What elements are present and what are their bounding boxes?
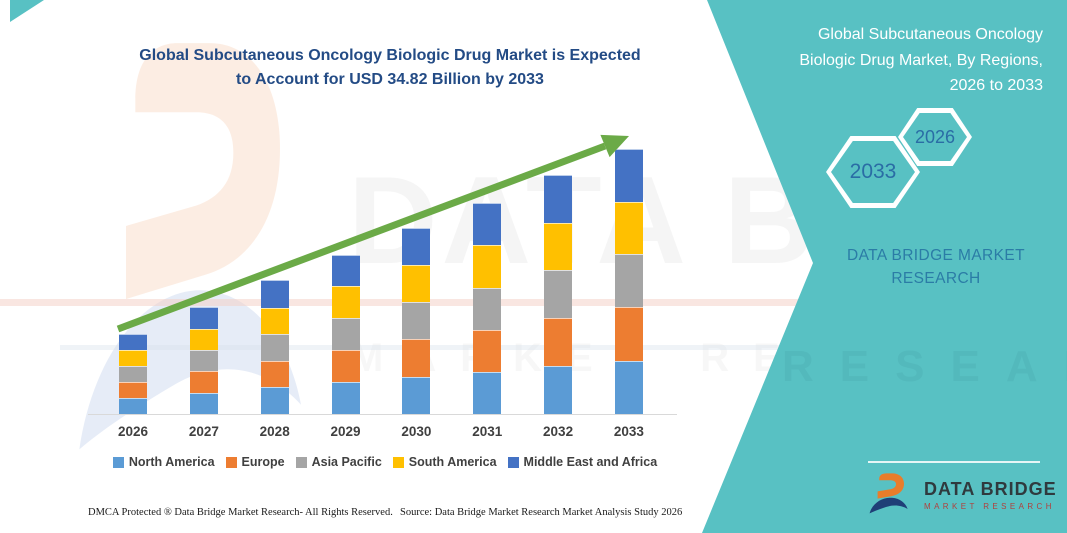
x-axis-label-2031: 2031 (472, 424, 503, 439)
bar-2026: 2026 (118, 144, 148, 439)
bar-2032-segment-north-america (544, 366, 573, 414)
bar-2031: 2031 (472, 144, 502, 439)
bar-2033-segment-south-america (614, 201, 643, 255)
bar-2027-segment-north-america (189, 392, 218, 414)
bar-2031-segment-asia-pacific (473, 287, 502, 331)
bar-2029: 2029 (331, 144, 361, 439)
bar-2028-segment-north-america (260, 387, 289, 414)
legend-item-middle-east-and-africa: Middle East and Africa (507, 455, 658, 469)
bar-2032-segment-middle-east-and-africa (544, 175, 573, 224)
panel-brand-text: DATA BRIDGE MARKET RESEARCH (846, 247, 1025, 288)
x-axis-label-2028: 2028 (259, 424, 290, 439)
bar-2029-segment-north-america (331, 382, 360, 414)
panel-title-line-2: Biologic Drug Market, By Regions, (799, 51, 1043, 69)
bar-2028-segment-south-america (260, 307, 289, 335)
bar-2029-segment-middle-east-and-africa (331, 254, 360, 286)
bar-2032-segment-asia-pacific (544, 270, 573, 319)
panel-title-line-1: Global Subcutaneous Oncology (817, 26, 1043, 43)
bar-2031-segment-south-america (473, 245, 502, 288)
x-axis-label-2026: 2026 (117, 424, 149, 439)
legend-item-asia-pacific: Asia Pacific (295, 455, 382, 469)
bar-2030: 2030 (401, 144, 431, 439)
bar-2029-segment-asia-pacific (331, 318, 360, 350)
bar-2027-segment-south-america (189, 328, 218, 351)
legend-swatch-north-america (112, 456, 124, 468)
legend-swatch-europe (225, 456, 237, 468)
footer-dmca-text: DMCA Protected ® Data Bridge Market Rese… (88, 507, 393, 518)
hexagon-2026-inner: 2026 (903, 113, 967, 161)
x-axis-label-2029: 2029 (330, 424, 361, 439)
bar-2030-segment-north-america (402, 376, 431, 414)
bar-2033: 2033 (614, 144, 644, 439)
x-axis-label-2030: 2030 (401, 424, 432, 439)
bar-2030-segment-europe (402, 339, 431, 377)
legend-label-north-america: North America (128, 455, 215, 469)
legend-swatch-asia-pacific (295, 456, 307, 468)
bar-2032: 2032 (543, 144, 573, 439)
legend-swatch-south-america (392, 456, 404, 468)
bar-2027-segment-middle-east-and-africa (189, 306, 218, 329)
bar-2028-segment-europe (260, 360, 289, 388)
legend: North America Europe Asia Pacific South Ame… (85, 455, 685, 469)
bar-2028: 2028 (260, 144, 290, 439)
logo-subtitle: MARKET RESEARCH (924, 502, 1055, 511)
bar-2028-segment-middle-east-and-africa (260, 280, 289, 308)
bar-2027: 2027 (189, 144, 219, 439)
bar-2026-segment-europe (119, 382, 147, 398)
logo-title: DATA BRIDGE (924, 479, 1057, 499)
x-axis-label-2027: 2027 (188, 424, 219, 439)
bar-2032-segment-europe (544, 318, 573, 367)
legend-label-asia-pacific: Asia Pacific (311, 455, 382, 469)
bar-2031-segment-middle-east-and-africa (473, 203, 502, 246)
legend-item-europe: Europe (225, 455, 285, 469)
bar-2026-segment-asia-pacific (119, 366, 147, 382)
corner-triangle-decoration (10, 0, 44, 22)
footer-source-text: Source: Data Bridge Market Research Mark… (400, 507, 683, 518)
x-axis-label-2032: 2032 (543, 424, 574, 439)
logo-text-block: DATA BRIDGE MARKET RESEARCH (924, 479, 1057, 511)
hexagon-2033-inner: 2033 (831, 141, 915, 203)
panel-divider-line (868, 461, 1040, 463)
legend-label-europe: Europe (241, 455, 285, 469)
bar-2029-segment-south-america (331, 286, 360, 318)
chart-title: Global Subcutaneous Oncology Biologic Dr… (105, 44, 675, 92)
bar-2026-segment-south-america (119, 350, 147, 366)
bar-2030-segment-south-america (402, 264, 431, 303)
bar-2026-segment-middle-east-and-africa (119, 334, 147, 350)
data-bridge-logo-icon (869, 473, 908, 514)
bar-2032-segment-south-america (544, 223, 573, 271)
bar-2027-segment-asia-pacific (189, 350, 218, 372)
legend-item-south-america: South America (392, 455, 497, 469)
bar-2033-segment-europe (614, 307, 643, 361)
bar-2030-segment-middle-east-and-africa (402, 228, 431, 265)
legend-swatch-middle-east-and-africa (507, 456, 519, 468)
x-axis-line (88, 414, 677, 415)
bar-2027-segment-europe (189, 371, 218, 393)
bar-2029-segment-europe (331, 350, 360, 382)
bar-2031-segment-north-america (473, 372, 502, 414)
bar-2030-segment-asia-pacific (402, 302, 431, 340)
panel-title-line-3: 2026 to 2033 (949, 77, 1043, 95)
bar-2033-segment-middle-east-and-africa (614, 148, 643, 202)
panel-ghost-text: RESEARCH (782, 342, 1067, 391)
bar-2033-segment-north-america (614, 360, 643, 414)
legend-label-middle-east-and-africa: Middle East and Africa (523, 455, 658, 469)
legend-label-south-america: South America (408, 455, 497, 469)
x-axis-label-2033: 2033 (613, 424, 644, 439)
bar-2026-segment-north-america (119, 398, 147, 414)
chart-title-line-1: Global Subcutaneous Oncology Biologic Dr… (139, 47, 641, 64)
hexagon-2026-label: 2026 (914, 126, 956, 147)
bar-2028-segment-asia-pacific (260, 334, 289, 361)
chart-title-line-2: to Account for USD 34.82 Billion by 2033 (236, 71, 544, 88)
bar-2031-segment-europe (473, 330, 502, 373)
data-bridge-logo: DATA BRIDGE MARKET RESEARCH (868, 470, 1057, 520)
bars-row: 2026 2027 2028 2029 2030 2031 2032 2033 (118, 144, 644, 439)
hexagon-2033-label: 2033 (849, 160, 897, 183)
bar-2033-segment-asia-pacific (614, 254, 643, 308)
legend-item-north-america: North America (112, 455, 215, 469)
panel-title: Global Subcutaneous Oncology Biologic Dr… (743, 22, 1043, 99)
